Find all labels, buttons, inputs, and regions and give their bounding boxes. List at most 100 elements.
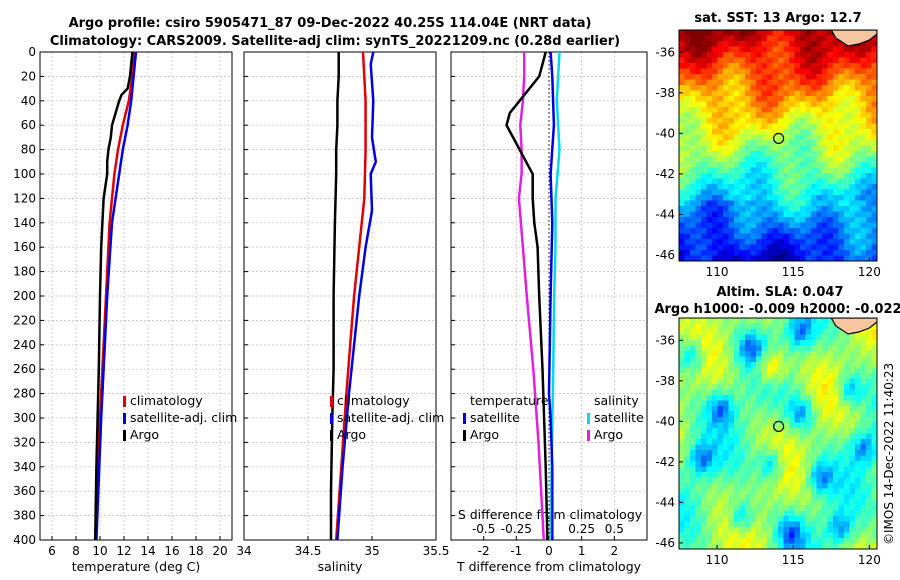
sst-cell xyxy=(833,90,840,97)
sst-cell xyxy=(866,200,873,207)
sla-cell xyxy=(778,400,785,407)
sst-cell xyxy=(750,250,757,257)
sla-cell xyxy=(816,428,823,435)
sla-cell xyxy=(789,494,796,501)
sla-cell xyxy=(728,510,735,517)
sst-cell xyxy=(701,85,708,92)
sst-cell xyxy=(849,217,856,224)
sla-cell xyxy=(800,444,807,451)
sla-cell xyxy=(734,483,741,490)
sla-cell xyxy=(734,329,741,336)
sst-cell xyxy=(827,41,834,48)
sla-cell xyxy=(734,527,741,534)
sst-cell xyxy=(706,162,713,169)
sla-cell xyxy=(745,516,752,523)
sst-cell xyxy=(871,41,877,48)
sst-cell xyxy=(811,195,818,202)
sst-cell xyxy=(712,239,719,246)
sla-cell xyxy=(728,461,735,468)
sla-cell xyxy=(783,477,790,484)
sla-cell xyxy=(679,510,686,517)
y-tick-label: 380 xyxy=(13,509,36,523)
sla-cell xyxy=(849,527,856,534)
sla-cell xyxy=(695,472,702,479)
sst-cell xyxy=(690,118,697,125)
sst-cell xyxy=(750,195,757,202)
sst-cell xyxy=(822,90,829,97)
sst-cell xyxy=(767,217,774,224)
sla-cell xyxy=(723,417,730,424)
sst-cell xyxy=(860,79,867,86)
sst-cell xyxy=(849,52,856,59)
sst-cell xyxy=(706,118,713,125)
sla-cell xyxy=(717,373,724,380)
sst-cell xyxy=(701,200,708,207)
sst-cell xyxy=(871,200,877,207)
sst-cell xyxy=(756,101,763,108)
sla-cell xyxy=(684,450,691,457)
sla-cell xyxy=(866,433,873,440)
sla-cell xyxy=(679,450,686,457)
sst-cell xyxy=(838,145,845,152)
sst-cell xyxy=(800,228,807,235)
sst-cell xyxy=(871,129,877,136)
sst-cell xyxy=(811,250,818,257)
sst-cell xyxy=(712,173,719,180)
sla-cell xyxy=(778,439,785,446)
sla-cell xyxy=(805,384,812,391)
sla-cell xyxy=(767,521,774,528)
sst-cell xyxy=(849,173,856,180)
sla-cell xyxy=(690,400,697,407)
sst-cell xyxy=(695,90,702,97)
sla-cell xyxy=(805,516,812,523)
sla-cell xyxy=(827,543,834,549)
sla-cell xyxy=(706,455,713,462)
sst-cell xyxy=(860,200,867,207)
sst-cell xyxy=(833,195,840,202)
sst-cell xyxy=(816,129,823,136)
sst-cell xyxy=(855,239,862,246)
sst-cell xyxy=(838,222,845,229)
sst-cell xyxy=(860,145,867,152)
sst-cell xyxy=(838,129,845,136)
sla-cell xyxy=(866,334,873,341)
sla-cell xyxy=(756,483,763,490)
sla-cell xyxy=(695,428,702,435)
sla-cell xyxy=(728,494,735,501)
sla-y-tick-label: -46 xyxy=(655,536,675,550)
sst-cell xyxy=(734,41,741,48)
sst-cell xyxy=(772,151,779,158)
sla-cell xyxy=(750,389,757,396)
sla-cell xyxy=(712,417,719,424)
sst-cell xyxy=(734,134,741,141)
sst-cell xyxy=(833,63,840,70)
sla-cell xyxy=(849,472,856,479)
sst-cell xyxy=(778,217,785,224)
sst-cell xyxy=(789,151,796,158)
sst-cell xyxy=(756,178,763,185)
sst-cell xyxy=(717,162,724,169)
sst-cell xyxy=(794,46,801,53)
sla-cell xyxy=(855,345,862,352)
sst-cell xyxy=(855,118,862,125)
sst-cell xyxy=(734,239,741,246)
sla-cell xyxy=(712,345,719,352)
sla-cell xyxy=(739,543,746,549)
sla-cell xyxy=(772,477,779,484)
sla-cell xyxy=(767,356,774,363)
sla-cell xyxy=(767,329,774,336)
sla-cell xyxy=(827,538,834,545)
sst-cell xyxy=(695,96,702,103)
sla-cell xyxy=(679,488,686,495)
sla-cell xyxy=(866,455,873,462)
sst-cell xyxy=(855,255,862,261)
sla-cell xyxy=(739,373,746,380)
sla-cell xyxy=(844,521,851,528)
sst-cell xyxy=(695,123,702,130)
sla-cell xyxy=(778,351,785,358)
sla-cell xyxy=(844,345,851,352)
sst-cell xyxy=(805,46,812,53)
sst-cell xyxy=(745,68,752,75)
sla-cell xyxy=(750,488,757,495)
sla-cell xyxy=(860,400,867,407)
